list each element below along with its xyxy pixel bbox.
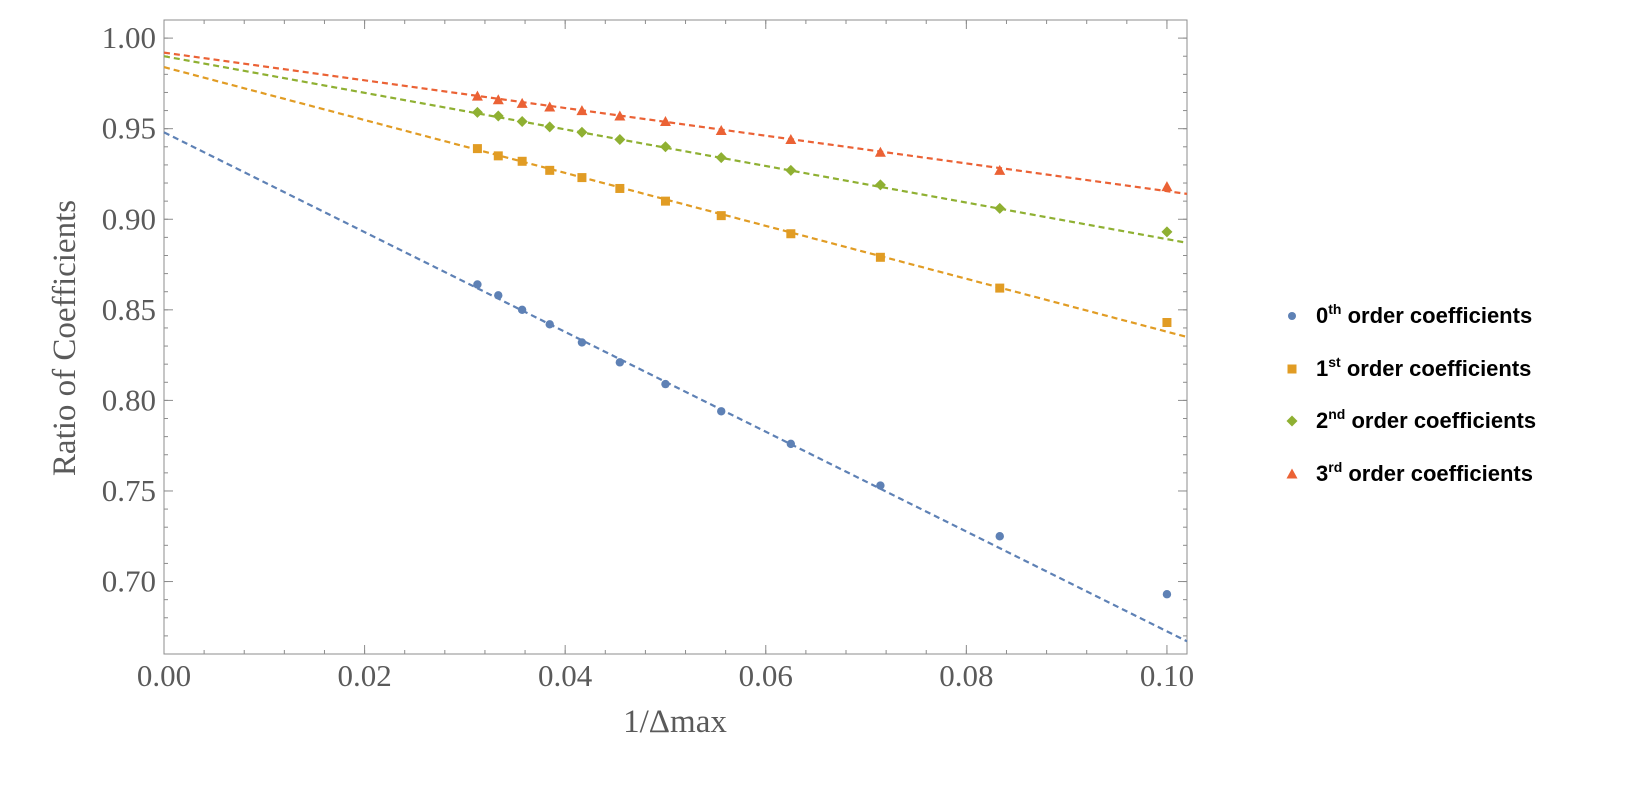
- legend-label-3rd: 3rd order coefficients: [1316, 458, 1533, 486]
- point-diamond: [659, 141, 671, 153]
- diamond-marker-icon: [1286, 415, 1298, 427]
- x-axis-title: 1/Δmax: [623, 704, 727, 740]
- point-diamond: [1161, 226, 1173, 238]
- point-circle: [615, 358, 625, 367]
- legend-item-3rd: 3rd order coefficients: [1282, 458, 1622, 515]
- point-diamond: [544, 121, 556, 133]
- point-circle: [717, 407, 726, 416]
- point-square: [660, 196, 670, 206]
- legend-item-1st: 1st order coefficients: [1282, 353, 1622, 410]
- point-triangle: [492, 94, 504, 105]
- point-square: [716, 211, 726, 221]
- x-tick-label: 0.08: [939, 658, 993, 693]
- point-triangle: [614, 110, 626, 121]
- point-circle: [661, 379, 670, 389]
- point-diamond: [614, 134, 626, 146]
- point-diamond: [471, 106, 483, 118]
- fit-lines: [163, 51, 1188, 643]
- point-square: [545, 165, 555, 175]
- square-marker-icon: [1287, 364, 1297, 373]
- point-diamond: [492, 110, 504, 122]
- legend-label-1st: 1st order coefficients: [1316, 353, 1532, 381]
- point-circle: [786, 439, 796, 449]
- point-square: [493, 151, 503, 161]
- y-axis-title: Ratio of Coefficients: [47, 200, 83, 476]
- legend: 0th order coefficients 1st order coeffic…: [1282, 301, 1622, 515]
- fit-line-series-2: [163, 55, 1188, 244]
- point-diamond: [785, 164, 797, 176]
- point-square: [615, 183, 625, 193]
- y-tick-label: 0.75: [102, 473, 156, 508]
- point-circle: [473, 280, 482, 289]
- triangle-marker-icon: [1286, 468, 1298, 478]
- point-square: [472, 144, 482, 154]
- point-circle: [517, 305, 527, 315]
- legend-label-2nd: 2nd order coefficients: [1316, 406, 1537, 433]
- point-circle: [577, 338, 587, 347]
- legend-item-0th: 0th order coefficients: [1282, 301, 1622, 357]
- point-diamond: [874, 179, 886, 191]
- point-circle: [545, 320, 554, 329]
- point-circle: [1162, 590, 1172, 599]
- point-square: [786, 229, 796, 239]
- x-tick-label: 0.04: [538, 658, 593, 693]
- x-tick-label: 0.02: [337, 658, 391, 693]
- point-circle: [876, 481, 885, 490]
- point-triangle: [874, 146, 886, 157]
- point-square: [875, 252, 885, 262]
- legend-label-0th: 0th order coefficients: [1316, 301, 1533, 328]
- point-triangle: [544, 101, 556, 112]
- y-tick-label: 0.80: [102, 382, 156, 417]
- markers: [471, 90, 1173, 599]
- point-circle: [494, 291, 503, 300]
- point-circle: [995, 532, 1004, 541]
- point-square: [995, 283, 1005, 293]
- point-triangle: [1161, 181, 1173, 192]
- major-ticks: [163, 20, 1187, 654]
- plot-frame: [163, 19, 1188, 655]
- y-tick-label: 0.70: [102, 564, 156, 599]
- y-tick-label: 1.00: [102, 20, 156, 55]
- y-tick-labels: 0.70 0.75 0.80 0.85 0.90 0.95 1.00: [102, 20, 156, 598]
- point-diamond: [715, 152, 727, 164]
- circle-marker-icon: [1288, 312, 1296, 320]
- point-square: [577, 173, 587, 183]
- fit-line-series-1: [163, 66, 1188, 339]
- point-diamond: [994, 202, 1006, 214]
- x-tick-labels: 0.00 0.02 0.04 0.06 0.08 0.10: [137, 658, 1194, 693]
- fit-line-series-0: [163, 131, 1188, 643]
- point-square: [1162, 318, 1172, 328]
- x-tick-label: 0.10: [1140, 658, 1194, 693]
- fit-line-series-3: [163, 51, 1188, 195]
- point-triangle: [659, 115, 671, 126]
- point-diamond: [576, 126, 588, 138]
- x-tick-label: 0.06: [739, 658, 793, 693]
- y-tick-label: 0.90: [102, 201, 156, 236]
- legend-item-2nd: 2nd order coefficients: [1282, 406, 1622, 462]
- point-triangle: [576, 105, 588, 116]
- point-triangle: [994, 164, 1006, 175]
- x-tick-label: 0.00: [137, 658, 191, 693]
- point-square: [517, 156, 527, 166]
- point-triangle: [715, 124, 727, 135]
- minor-ticks: [163, 19, 1187, 655]
- point-triangle: [516, 97, 528, 108]
- y-tick-label: 0.95: [102, 111, 156, 146]
- y-tick-label: 0.85: [102, 292, 156, 327]
- point-diamond: [516, 115, 528, 127]
- point-triangle: [785, 134, 797, 145]
- point-triangle: [471, 90, 483, 101]
